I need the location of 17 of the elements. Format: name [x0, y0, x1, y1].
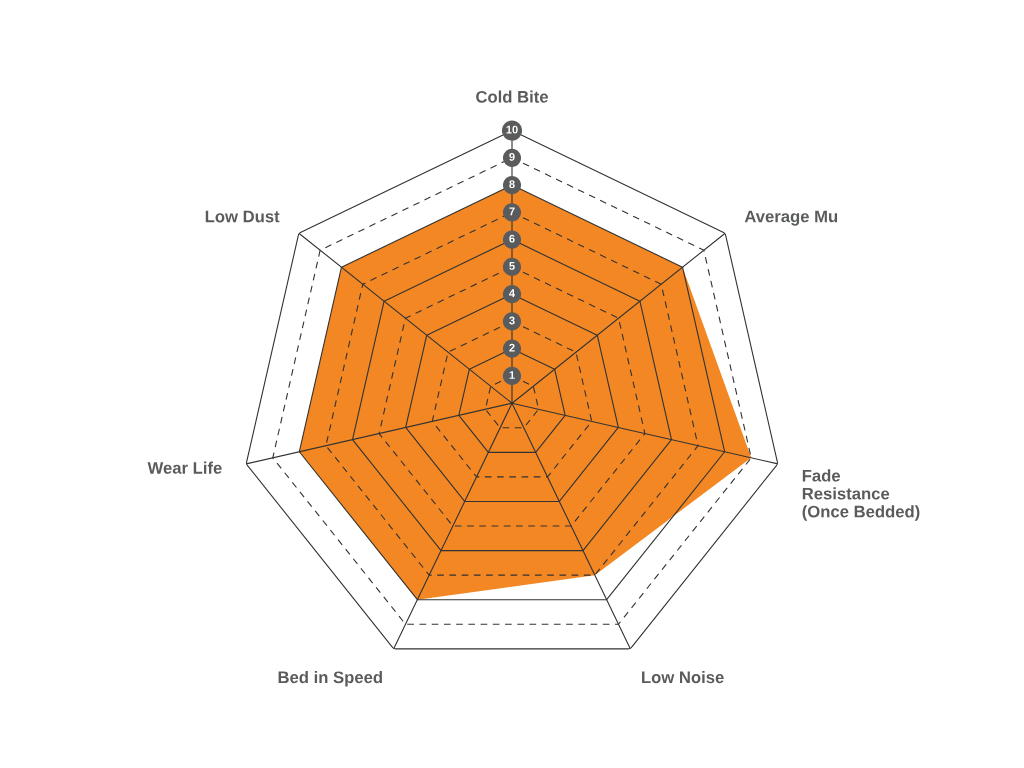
- y-tick-label: 6: [509, 234, 515, 243]
- y-tick-label: 4: [509, 289, 516, 298]
- y-tick-label: 10: [506, 125, 518, 134]
- y-tick-label: 8: [509, 180, 515, 189]
- spoke-label: Average Mu: [744, 210, 838, 226]
- y-tick-label: 2: [509, 343, 515, 352]
- y-tick-label: 7: [509, 207, 515, 216]
- spoke-label: Wear Life: [147, 461, 222, 474]
- spoke-label: Fade Resistance (Once Bedded): [802, 469, 920, 521]
- spoke-label: Low Dust: [205, 210, 280, 223]
- spoke-label: Cold Bite: [476, 90, 549, 103]
- spoke-label: Bed in Speed: [278, 670, 382, 687]
- y-tick-label: 9: [509, 152, 515, 161]
- y-tick-label: 5: [509, 262, 515, 270]
- spoke-label: Low Noise: [642, 670, 724, 684]
- y-tick-label: 1: [509, 371, 515, 379]
- y-tick-label: 3: [509, 316, 515, 325]
